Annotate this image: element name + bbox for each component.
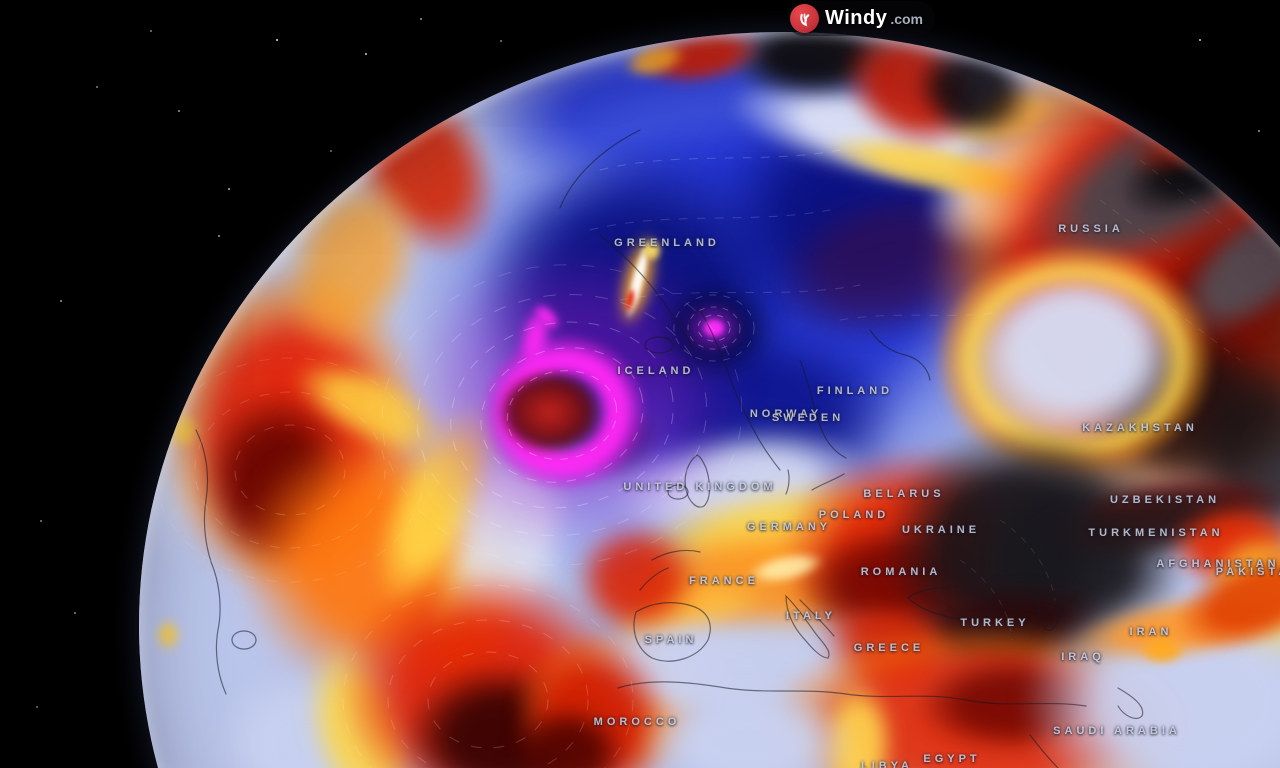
anomaly-blob	[1138, 635, 1186, 665]
star	[96, 86, 98, 88]
anomaly-blob	[497, 369, 603, 455]
star	[60, 300, 62, 302]
anomaly-blob	[167, 411, 197, 449]
star	[365, 53, 367, 55]
logo-suffix-text: .com	[890, 10, 924, 27]
anomaly-blob	[510, 705, 626, 768]
anomaly-blob	[640, 684, 856, 768]
star	[40, 520, 42, 522]
temperature-anomaly-layer	[139, 32, 1280, 768]
windy-swirl-icon	[790, 4, 819, 33]
globe-map[interactable]: GREENLAND ICELAND FINLAND NORWAY SWEDEN UNITE…	[139, 32, 1280, 768]
star	[150, 30, 152, 32]
anomaly-blob	[642, 238, 662, 262]
anomaly-blob	[701, 317, 727, 339]
star	[36, 706, 38, 708]
logo-brand-text: Windy	[825, 7, 888, 29]
star	[74, 612, 76, 614]
anomaly-blob	[156, 619, 180, 651]
star	[178, 110, 180, 112]
star	[420, 18, 422, 20]
windy-logo[interactable]: Windy .com	[786, 1, 936, 36]
